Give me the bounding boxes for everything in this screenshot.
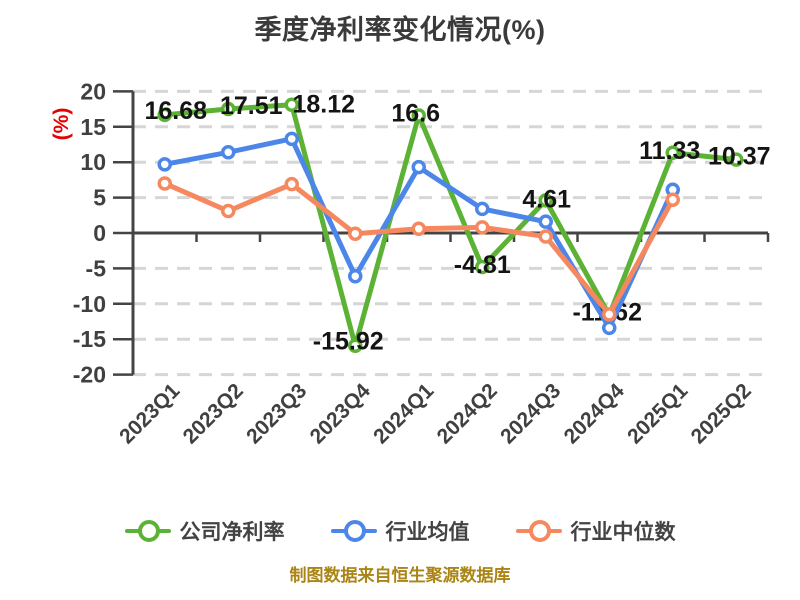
svg-text:-20: -20 [73, 362, 106, 388]
svg-text:2023Q1: 2023Q1 [115, 379, 184, 448]
svg-text:15: 15 [80, 114, 106, 140]
legend-item-1[interactable]: 行业均值 [330, 516, 470, 546]
data-point[interactable] [348, 268, 363, 284]
data-point[interactable] [538, 193, 553, 208]
svg-text:2024Q4: 2024Q4 [560, 379, 629, 448]
series-line-0 [162, 102, 739, 349]
data-point[interactable] [729, 152, 744, 167]
data-point[interactable] [538, 229, 553, 244]
data-point[interactable] [284, 176, 299, 192]
legend-item-2[interactable]: 行业中位数 [515, 516, 676, 546]
data-point[interactable] [284, 131, 299, 147]
svg-text:-15: -15 [73, 326, 106, 352]
data-label: -15.92 [313, 328, 384, 356]
data-point[interactable] [221, 203, 236, 219]
svg-text:2024Q3: 2024Q3 [496, 379, 565, 448]
svg-text:2025Q2: 2025Q2 [687, 379, 756, 448]
svg-text:2023Q4: 2023Q4 [306, 379, 375, 448]
legend-marker-icon [330, 520, 377, 542]
y-tick-labels: 20 15 10 5 0 -5 -10 -15 -20 [73, 78, 106, 387]
data-label: 16.6 [391, 99, 440, 127]
data-point[interactable] [348, 226, 363, 241]
legend-item-0[interactable]: 公司净利率 [124, 516, 285, 546]
svg-text:-5: -5 [86, 255, 107, 281]
data-point[interactable] [411, 108, 426, 123]
axes [113, 90, 770, 376]
legend-marker-icon [124, 520, 171, 542]
data-point[interactable] [157, 107, 172, 123]
data-point[interactable] [602, 320, 617, 336]
data-point[interactable] [157, 176, 172, 191]
data-point[interactable] [221, 101, 236, 117]
data-point[interactable] [348, 338, 363, 353]
data-point[interactable] [665, 145, 680, 161]
data-source-note: 制图数据来自恒生聚源数据库 [289, 566, 511, 585]
data-label: 4.61 [522, 185, 571, 213]
svg-text:2024Q2: 2024Q2 [433, 379, 502, 448]
svg-text:2025Q1: 2025Q1 [623, 379, 692, 448]
legend-marker-icon [515, 520, 562, 542]
legend: 公司净利率 行业均值 行业中位数 [0, 516, 800, 546]
data-point[interactable] [602, 307, 617, 322]
data-point[interactable] [284, 97, 299, 112]
data-point[interactable] [475, 201, 490, 217]
data-label: 18.12 [292, 91, 355, 119]
x-tick-labels: 2023Q12023Q22023Q32023Q42024Q12024Q22024… [115, 379, 756, 448]
svg-text:2023Q3: 2023Q3 [242, 379, 311, 448]
data-point[interactable] [538, 214, 553, 229]
svg-text:20: 20 [80, 78, 106, 104]
data-point[interactable] [475, 220, 490, 235]
data-point[interactable] [221, 145, 236, 160]
data-label: 10.37 [708, 143, 771, 171]
data-label: 16.68 [144, 97, 207, 125]
data-point[interactable] [411, 221, 426, 237]
data-label: 11.33 [639, 137, 700, 165]
data-label: -4.81 [454, 251, 511, 279]
svg-text:-10: -10 [73, 291, 106, 317]
series-1 [157, 131, 680, 336]
data-point[interactable] [665, 192, 680, 207]
data-point[interactable] [411, 159, 426, 175]
legend-label: 行业均值 [385, 521, 470, 544]
legend-label: 行业中位数 [570, 521, 676, 544]
series-2 [157, 176, 680, 322]
svg-text:2023Q2: 2023Q2 [179, 379, 248, 448]
svg-text:10: 10 [80, 149, 106, 175]
svg-text:5: 5 [93, 185, 106, 211]
data-point[interactable] [475, 259, 490, 275]
data-label: 17.51 [220, 92, 283, 120]
data-point[interactable] [157, 157, 172, 172]
svg-text:0: 0 [93, 220, 106, 246]
svg-text:2024Q1: 2024Q1 [369, 379, 438, 448]
chart-title: 季度净利率变化情况(%) [254, 15, 546, 45]
series-0: 16.6817.5118.12-15.9216.6-4.814.61-11.62… [144, 91, 770, 356]
legend-label: 公司净利率 [179, 521, 285, 544]
line-chart-plot: 20151050-5-10-15-202023Q12023Q22023Q3202… [73, 78, 771, 448]
